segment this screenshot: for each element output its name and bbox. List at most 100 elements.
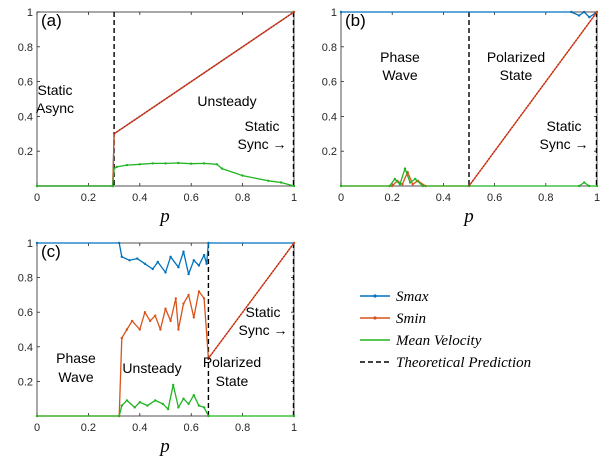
legend: Smax Smin Mean Velocity Theoretical Predict… xyxy=(360,289,531,371)
point-mean_velocity xyxy=(220,167,224,170)
point-smax xyxy=(192,259,195,262)
point-mean_velocity xyxy=(172,383,175,387)
point-smin xyxy=(130,319,134,323)
point-smax xyxy=(136,257,139,260)
point-mean_velocity xyxy=(583,181,586,184)
region-label: State xyxy=(216,373,249,389)
point-mean_velocity xyxy=(588,184,591,188)
theory-overlay xyxy=(468,11,598,187)
point-smax xyxy=(577,14,581,17)
point-smax xyxy=(339,10,343,14)
point-smax xyxy=(156,260,159,264)
point-mean_velocity xyxy=(177,161,180,165)
point-smax xyxy=(207,241,210,245)
legend-label-smin: Smin xyxy=(396,311,426,327)
point-smin xyxy=(164,307,167,310)
point-mean_velocity xyxy=(202,162,206,165)
point-mean_velocity xyxy=(166,407,170,411)
point-smin xyxy=(187,293,190,297)
point-mean_velocity xyxy=(125,163,129,167)
y-tick-label: 0.4 xyxy=(18,111,33,123)
point-mean_velocity xyxy=(182,397,185,400)
point-smax xyxy=(202,253,206,257)
point-mean_velocity xyxy=(393,177,396,181)
point-mean_velocity xyxy=(161,402,165,406)
region-label: Phase xyxy=(56,350,96,366)
region-label: Polarized xyxy=(487,49,545,65)
point-mean_velocity xyxy=(35,184,39,188)
panel-label: (c) xyxy=(41,242,61,261)
point-mean_velocity xyxy=(138,163,141,166)
point-mean_velocity xyxy=(279,181,283,184)
point-mean_velocity xyxy=(115,165,118,169)
y-tick-label: 0.2 xyxy=(18,376,33,388)
region-label: Sync → xyxy=(238,322,287,338)
point-smax xyxy=(169,255,172,258)
point-smax xyxy=(182,250,185,253)
point-smax xyxy=(120,255,124,258)
region-label: Polarized xyxy=(203,354,261,370)
region-label: State xyxy=(500,67,533,83)
point-mean_velocity xyxy=(125,399,129,402)
x-tick-label: 0.2 xyxy=(81,422,96,434)
y-tick-label: 0.8 xyxy=(18,273,33,285)
point-smax xyxy=(205,262,208,265)
point-mean_velocity xyxy=(403,167,407,170)
point-mean_velocity xyxy=(164,162,167,165)
y-tick-label: 0.6 xyxy=(18,307,33,319)
point-smax xyxy=(197,264,201,267)
panel-label: (b) xyxy=(345,11,366,30)
point-mean_velocity xyxy=(197,404,201,407)
point-mean_velocity xyxy=(421,184,425,188)
point-mean_velocity xyxy=(177,406,180,409)
legend-label-theoretical: Theoretical Prediction xyxy=(396,355,531,371)
point-smax xyxy=(128,259,131,262)
point-smin xyxy=(202,297,206,300)
x-tick-label: 0.8 xyxy=(235,192,250,204)
x-tick-label: 0 xyxy=(34,422,40,434)
region-label: Wave xyxy=(58,369,93,385)
point-mean_velocity xyxy=(151,162,154,165)
point-mean_velocity xyxy=(133,406,136,409)
point-smax xyxy=(151,267,154,271)
point-mean_velocity xyxy=(595,184,599,188)
point-smin xyxy=(125,328,129,331)
point-mean_velocity xyxy=(138,401,141,404)
point-mean_velocity xyxy=(154,399,157,402)
panel-label: (a) xyxy=(41,11,62,30)
point-mean_velocity xyxy=(202,406,206,409)
x-tick-label: 0.6 xyxy=(184,422,199,434)
x-tick-label: 0 xyxy=(338,192,344,204)
point-mean_velocity xyxy=(112,167,116,170)
y-tick-label: 0.4 xyxy=(322,111,337,123)
point-smin xyxy=(138,328,141,331)
y-tick-label: 0.6 xyxy=(18,77,33,89)
point-smax xyxy=(118,241,121,245)
region-label: Async xyxy=(36,100,74,116)
point-smin xyxy=(159,328,162,331)
x-tick-label: 0.4 xyxy=(132,192,147,204)
point-smin xyxy=(292,241,296,245)
point-smin xyxy=(120,336,124,340)
point-smin xyxy=(391,184,394,188)
point-smax xyxy=(570,10,573,14)
point-mean_velocity xyxy=(398,183,402,186)
point-mean_velocity xyxy=(292,184,296,188)
point-mean_velocity xyxy=(35,414,39,418)
point-smax xyxy=(164,271,167,274)
y-tick-label: 1 xyxy=(27,238,33,250)
panel-a: 0 0.2 0.4 0.6 0.8 1 0.2 0.4 0.6 0.8 1 (a) Static Asyn… xyxy=(18,7,297,227)
x-tick-label: 1 xyxy=(594,192,600,204)
point-smin xyxy=(143,311,147,314)
point-mean_velocity xyxy=(388,184,391,188)
point-mean_velocity xyxy=(267,179,270,182)
y-tick-label: 0.6 xyxy=(322,77,337,89)
region-label: Unsteady xyxy=(122,360,181,376)
point-mean_velocity xyxy=(577,184,581,188)
region-label: Phase xyxy=(380,49,420,65)
region-label: Static xyxy=(37,82,72,98)
legend-label-mean_velocity: Mean Velocity xyxy=(395,333,482,349)
point-mean_velocity xyxy=(241,174,244,177)
point-smax xyxy=(177,266,180,269)
